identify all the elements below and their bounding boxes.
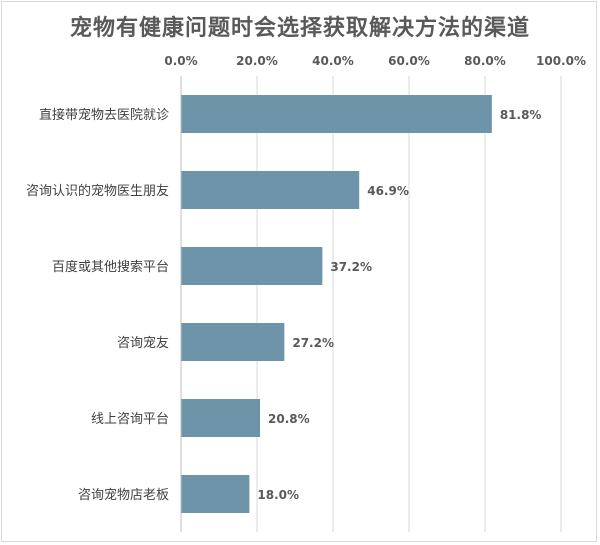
bar: [181, 323, 285, 361]
category-label: 百度或其他搜索平台: [52, 259, 169, 275]
bar: [181, 475, 250, 513]
x-tick-label: 80.0%: [464, 54, 506, 68]
bar: [181, 399, 261, 437]
bar: [181, 95, 492, 133]
category-label: 咨询宠友: [117, 335, 169, 351]
x-tick-label: 20.0%: [236, 54, 278, 68]
x-tick-label: 0.0%: [164, 54, 197, 68]
bar: [181, 247, 323, 285]
category-label: 咨询认识的宠物医生朋友: [26, 183, 169, 199]
data-label: 18.0%: [257, 488, 299, 502]
x-tick-label: 60.0%: [388, 54, 430, 68]
x-tick-label: 40.0%: [312, 54, 354, 68]
category-label: 直接带宠物去医院就诊: [39, 107, 169, 123]
x-tick-label: 100.0%: [536, 54, 586, 68]
category-label: 咨询宠物店老板: [78, 487, 169, 503]
data-label: 81.8%: [500, 108, 542, 122]
category-label: 线上咨询平台: [91, 412, 169, 427]
data-label: 27.2%: [292, 336, 334, 350]
data-label: 46.9%: [367, 184, 409, 198]
bar: [181, 171, 360, 209]
data-label: 37.2%: [330, 260, 372, 274]
data-label: 20.8%: [268, 412, 310, 426]
chart-title: 宠物有健康问题时会选择获取解决方法的渠道: [69, 16, 530, 41]
